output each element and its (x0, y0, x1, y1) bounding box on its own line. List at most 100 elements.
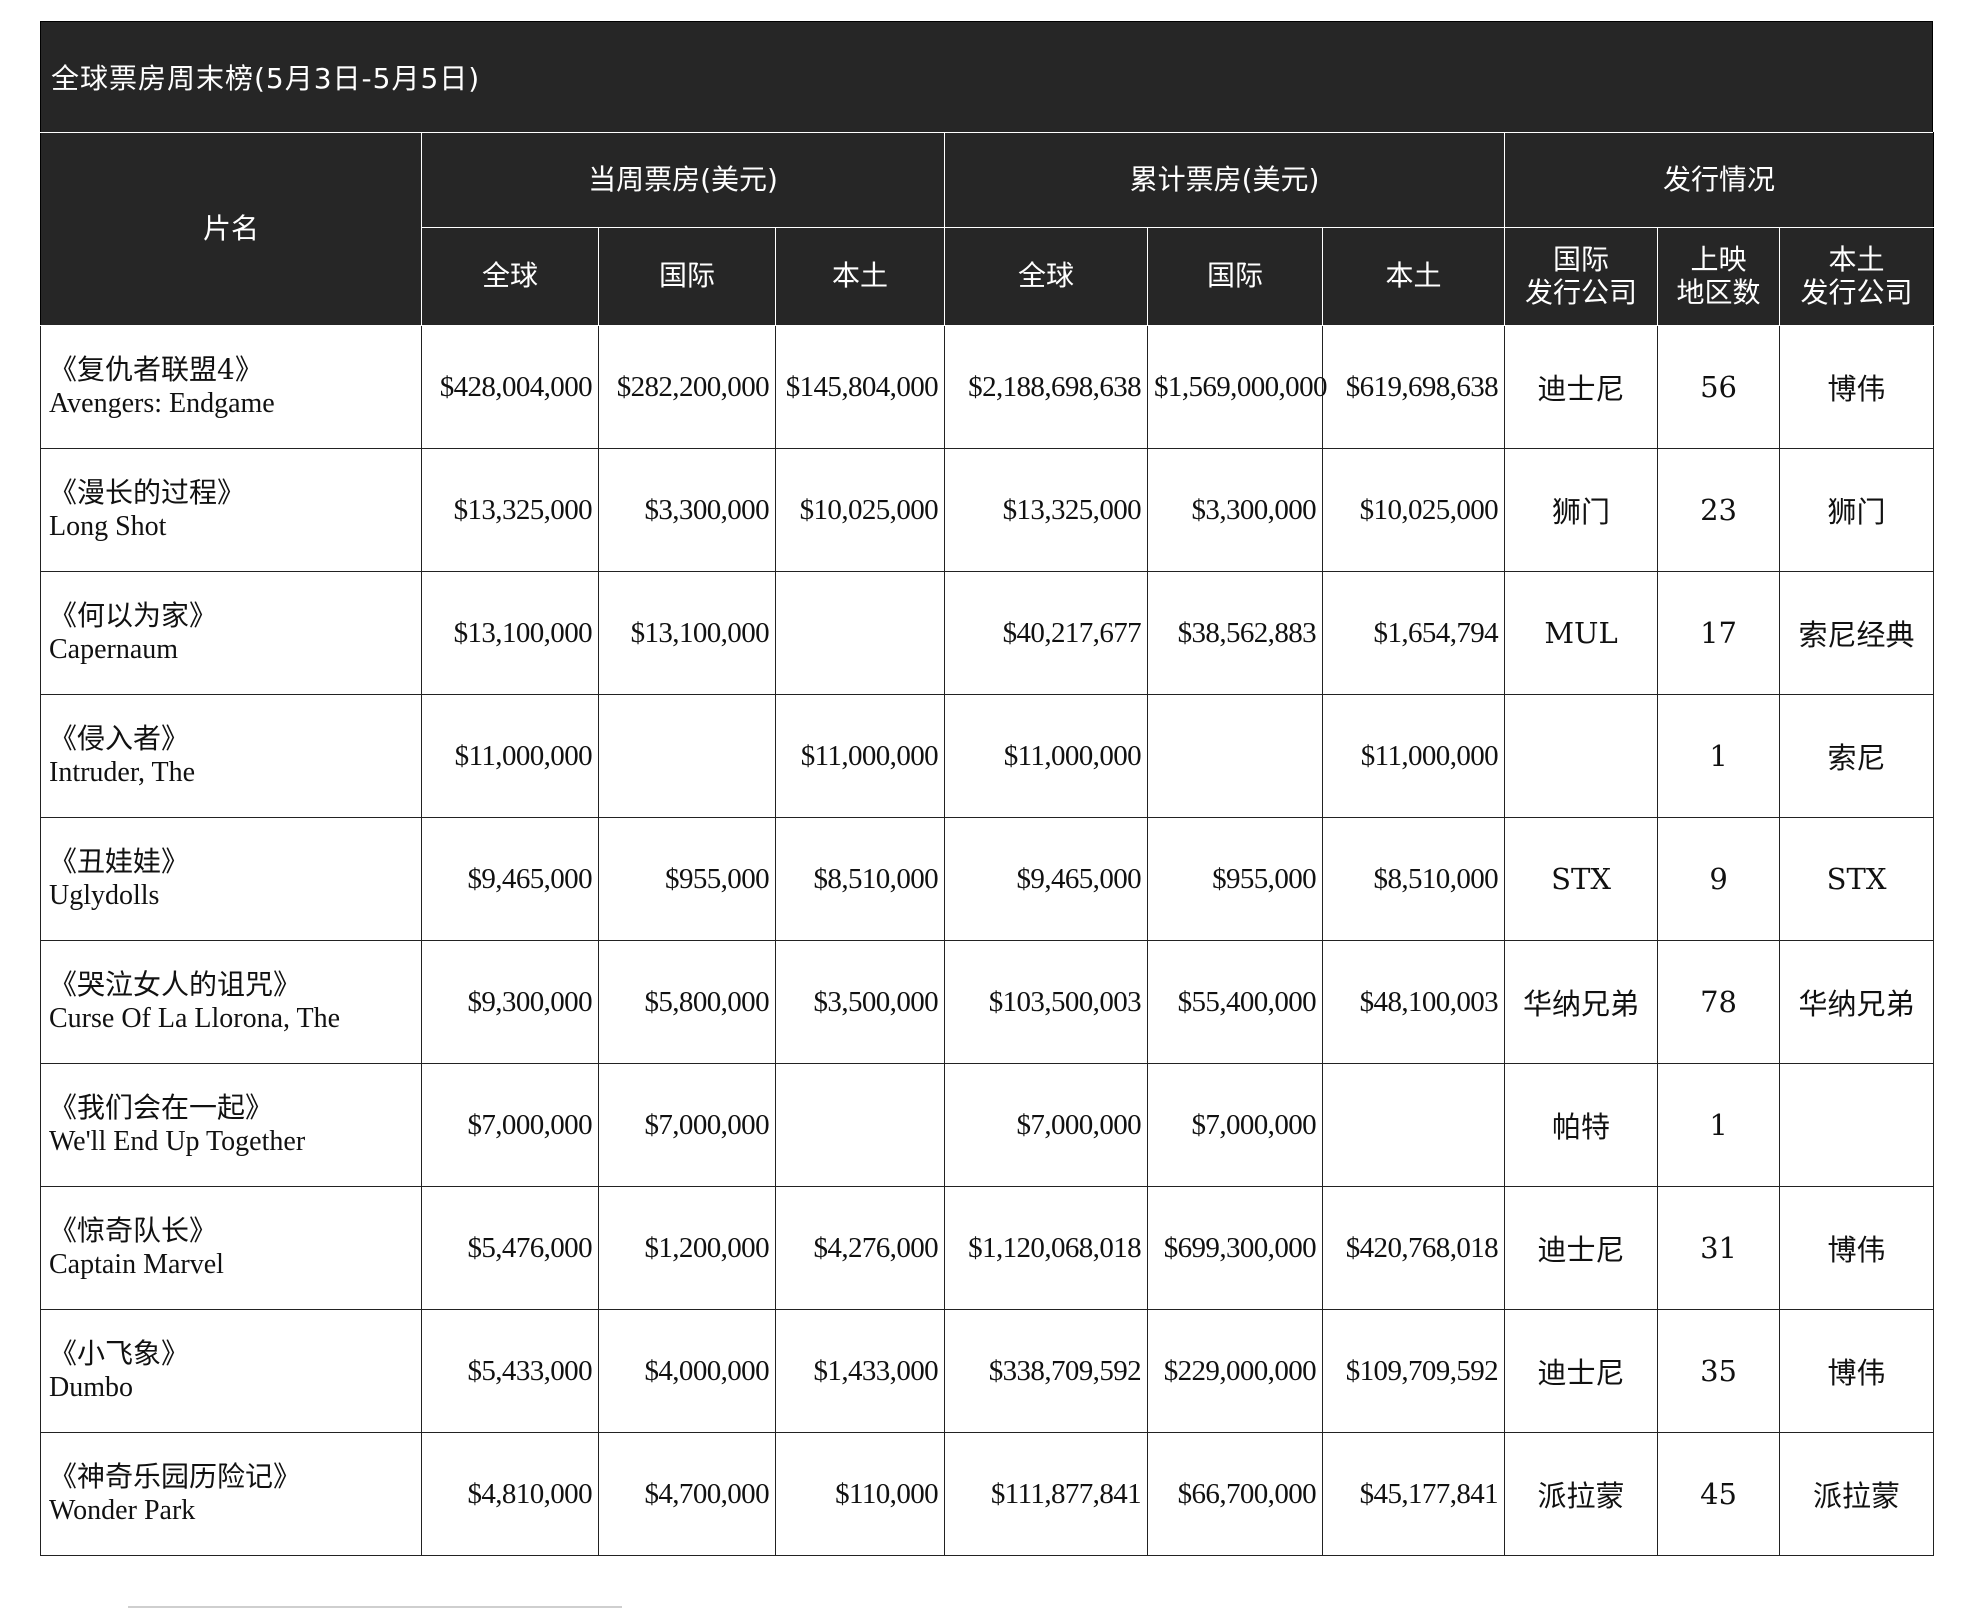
cell-markets: 17 (1657, 571, 1781, 695)
report-title: 全球票房周末榜(5月3日-5月5日) (40, 21, 1933, 132)
film-title-chinese: 《漫长的过程》 (49, 476, 246, 510)
cell-weekly-intl: $4,700,000 (598, 1432, 776, 1556)
cell-film-name: 《哭泣女人的诅咒》 Curse Of La Llorona, The (40, 940, 422, 1064)
film-title-chinese: 《哭泣女人的诅咒》 (49, 968, 302, 1002)
film-title-chinese: 《丑娃娃》 (49, 845, 190, 879)
film-title-chinese: 《侵入者》 (49, 722, 190, 756)
cell-cum-domestic: $109,709,592 (1322, 1309, 1506, 1433)
cell-weekly-global: $7,000,000 (421, 1063, 599, 1187)
cell-intl-distributor: 迪士尼 (1504, 1186, 1659, 1310)
cell-cum-global: $103,500,003 (944, 940, 1149, 1064)
cell-cum-domestic: $420,768,018 (1322, 1186, 1506, 1310)
col-header-weekly-global: 全球 (421, 227, 599, 326)
cell-cum-domestic: $619,698,638 (1322, 325, 1506, 449)
table-row: 《我们会在一起》 We'll End Up Together $7,000,000 $… (40, 1063, 1935, 1187)
cell-cum-domestic: $11,000,000 (1322, 694, 1506, 818)
box-office-table: 片名 当周票房(美元) 累计票房(美元) 发行情况 全球 国际 本土 全球 国际… (40, 132, 1935, 1556)
cell-domestic-distributor (1779, 1063, 1935, 1187)
cell-weekly-global: $13,325,000 (421, 448, 599, 572)
table-row: 《哭泣女人的诅咒》 Curse Of La Llorona, The $9,300,… (40, 940, 1935, 1064)
cell-film-name: 《丑娃娃》 Uglydolls (40, 817, 422, 941)
cell-intl-distributor: 帕特 (1504, 1063, 1659, 1187)
cell-intl-distributor: 华纳兄弟 (1504, 940, 1659, 1064)
cell-markets: 23 (1657, 448, 1781, 572)
cell-weekly-global: $5,433,000 (421, 1309, 599, 1433)
col-header-weekly-domestic: 本土 (774, 227, 946, 326)
cell-domestic-distributor: 狮门 (1779, 448, 1935, 572)
cell-film-name: 《何以为家》 Capernaum (40, 571, 422, 695)
cell-markets: 45 (1657, 1432, 1781, 1556)
cell-markets: 56 (1657, 325, 1781, 449)
cell-film-name: 《惊奇队长》 Captain Marvel (40, 1186, 422, 1310)
cell-weekly-domestic: $1,433,000 (774, 1309, 946, 1433)
cell-film-name: 《漫长的过程》 Long Shot (40, 448, 422, 572)
cell-intl-distributor: 派拉蒙 (1504, 1432, 1659, 1556)
cell-cum-intl: $955,000 (1147, 817, 1324, 941)
cell-weekly-intl: $13,100,000 (598, 571, 776, 695)
film-title-chinese: 《何以为家》 (49, 599, 218, 633)
film-title-english: Avengers: Endgame (49, 388, 275, 419)
table-row: 《复仇者联盟4》 Avengers: Endgame $428,004,000 $28… (40, 325, 1935, 449)
cell-weekly-intl: $1,200,000 (598, 1186, 776, 1310)
col-header-markets: 上映 地区数 (1657, 227, 1781, 326)
table-body: 《复仇者联盟4》 Avengers: Endgame $428,004,000 $28… (40, 325, 1935, 1556)
cell-cum-intl: $55,400,000 (1147, 940, 1324, 1064)
cell-weekly-intl: $7,000,000 (598, 1063, 776, 1187)
cell-intl-distributor (1504, 694, 1659, 818)
cell-domestic-distributor: 派拉蒙 (1779, 1432, 1935, 1556)
cell-cum-intl: $38,562,883 (1147, 571, 1324, 695)
cell-domestic-distributor: 博伟 (1779, 1309, 1935, 1433)
cell-cum-domestic: $48,100,003 (1322, 940, 1506, 1064)
cell-weekly-domestic (774, 1063, 946, 1187)
cell-weekly-domestic: $3,500,000 (774, 940, 946, 1064)
cell-markets: 1 (1657, 1063, 1781, 1187)
col-header-film: 片名 (40, 132, 422, 326)
col-group-release: 发行情况 (1504, 132, 1935, 228)
cell-weekly-domestic: $8,510,000 (774, 817, 946, 941)
cell-weekly-global: $11,000,000 (421, 694, 599, 818)
film-title-english: We'll End Up Together (49, 1126, 306, 1157)
film-title-chinese: 《复仇者联盟4》 (49, 353, 263, 387)
col-header-cum-global: 全球 (944, 227, 1149, 326)
cell-intl-distributor: 迪士尼 (1504, 1309, 1659, 1433)
table-row: 《小飞象》 Dumbo $5,433,000 $4,000,000 $1,433,000… (40, 1309, 1935, 1433)
cell-cum-intl: $229,000,000 (1147, 1309, 1324, 1433)
cell-weekly-global: $13,100,000 (421, 571, 599, 695)
cell-weekly-intl: $3,300,000 (598, 448, 776, 572)
cell-cum-domestic: $1,654,794 (1322, 571, 1506, 695)
cell-markets: 35 (1657, 1309, 1781, 1433)
cell-weekly-domestic: $10,025,000 (774, 448, 946, 572)
cell-domestic-distributor: 博伟 (1779, 1186, 1935, 1310)
film-title-chinese: 《神奇乐园历险记》 (49, 1460, 302, 1494)
cell-weekly-domestic: $110,000 (774, 1432, 946, 1556)
film-title-english: Wonder Park (49, 1495, 196, 1526)
cell-weekly-domestic: $4,276,000 (774, 1186, 946, 1310)
film-title-english: Curse Of La Llorona, The (49, 1003, 341, 1034)
cell-weekly-global: $9,465,000 (421, 817, 599, 941)
film-title-chinese: 《我们会在一起》 (49, 1091, 274, 1125)
cell-cum-intl: $66,700,000 (1147, 1432, 1324, 1556)
film-title-chinese: 《惊奇队长》 (49, 1214, 218, 1248)
cell-weekly-domestic: $11,000,000 (774, 694, 946, 818)
cell-cum-domestic: $8,510,000 (1322, 817, 1506, 941)
header-row-groups: 片名 当周票房(美元) 累计票房(美元) 发行情况 (40, 132, 1935, 326)
cell-cum-global: $9,465,000 (944, 817, 1149, 941)
film-title-english: Long Shot (49, 511, 167, 542)
cell-cum-global: $338,709,592 (944, 1309, 1149, 1433)
cell-intl-distributor: MUL (1504, 571, 1659, 695)
film-title-english: Dumbo (49, 1372, 133, 1403)
cell-film-name: 《我们会在一起》 We'll End Up Together (40, 1063, 422, 1187)
film-title-english: Capernaum (49, 634, 179, 665)
cell-domestic-distributor: 博伟 (1779, 325, 1935, 449)
cell-weekly-global: $4,810,000 (421, 1432, 599, 1556)
cell-cum-global: $40,217,677 (944, 571, 1149, 695)
table-row: 《何以为家》 Capernaum $13,100,000 $13,100,000 $40… (40, 571, 1935, 695)
cell-cum-global: $111,877,841 (944, 1432, 1149, 1556)
col-header-cum-intl: 国际 (1147, 227, 1324, 326)
col-header-domestic-distributor: 本土 发行公司 (1779, 227, 1935, 326)
col-header-cum-domestic: 本土 (1322, 227, 1506, 326)
cell-weekly-intl: $5,800,000 (598, 940, 776, 1064)
box-office-report: 全球票房周末榜(5月3日-5月5日) 片名 当周票房(美元) 累计票房(美元) … (40, 21, 1935, 1556)
cell-weekly-global: $5,476,000 (421, 1186, 599, 1310)
cell-film-name: 《侵入者》 Intruder, The (40, 694, 422, 818)
